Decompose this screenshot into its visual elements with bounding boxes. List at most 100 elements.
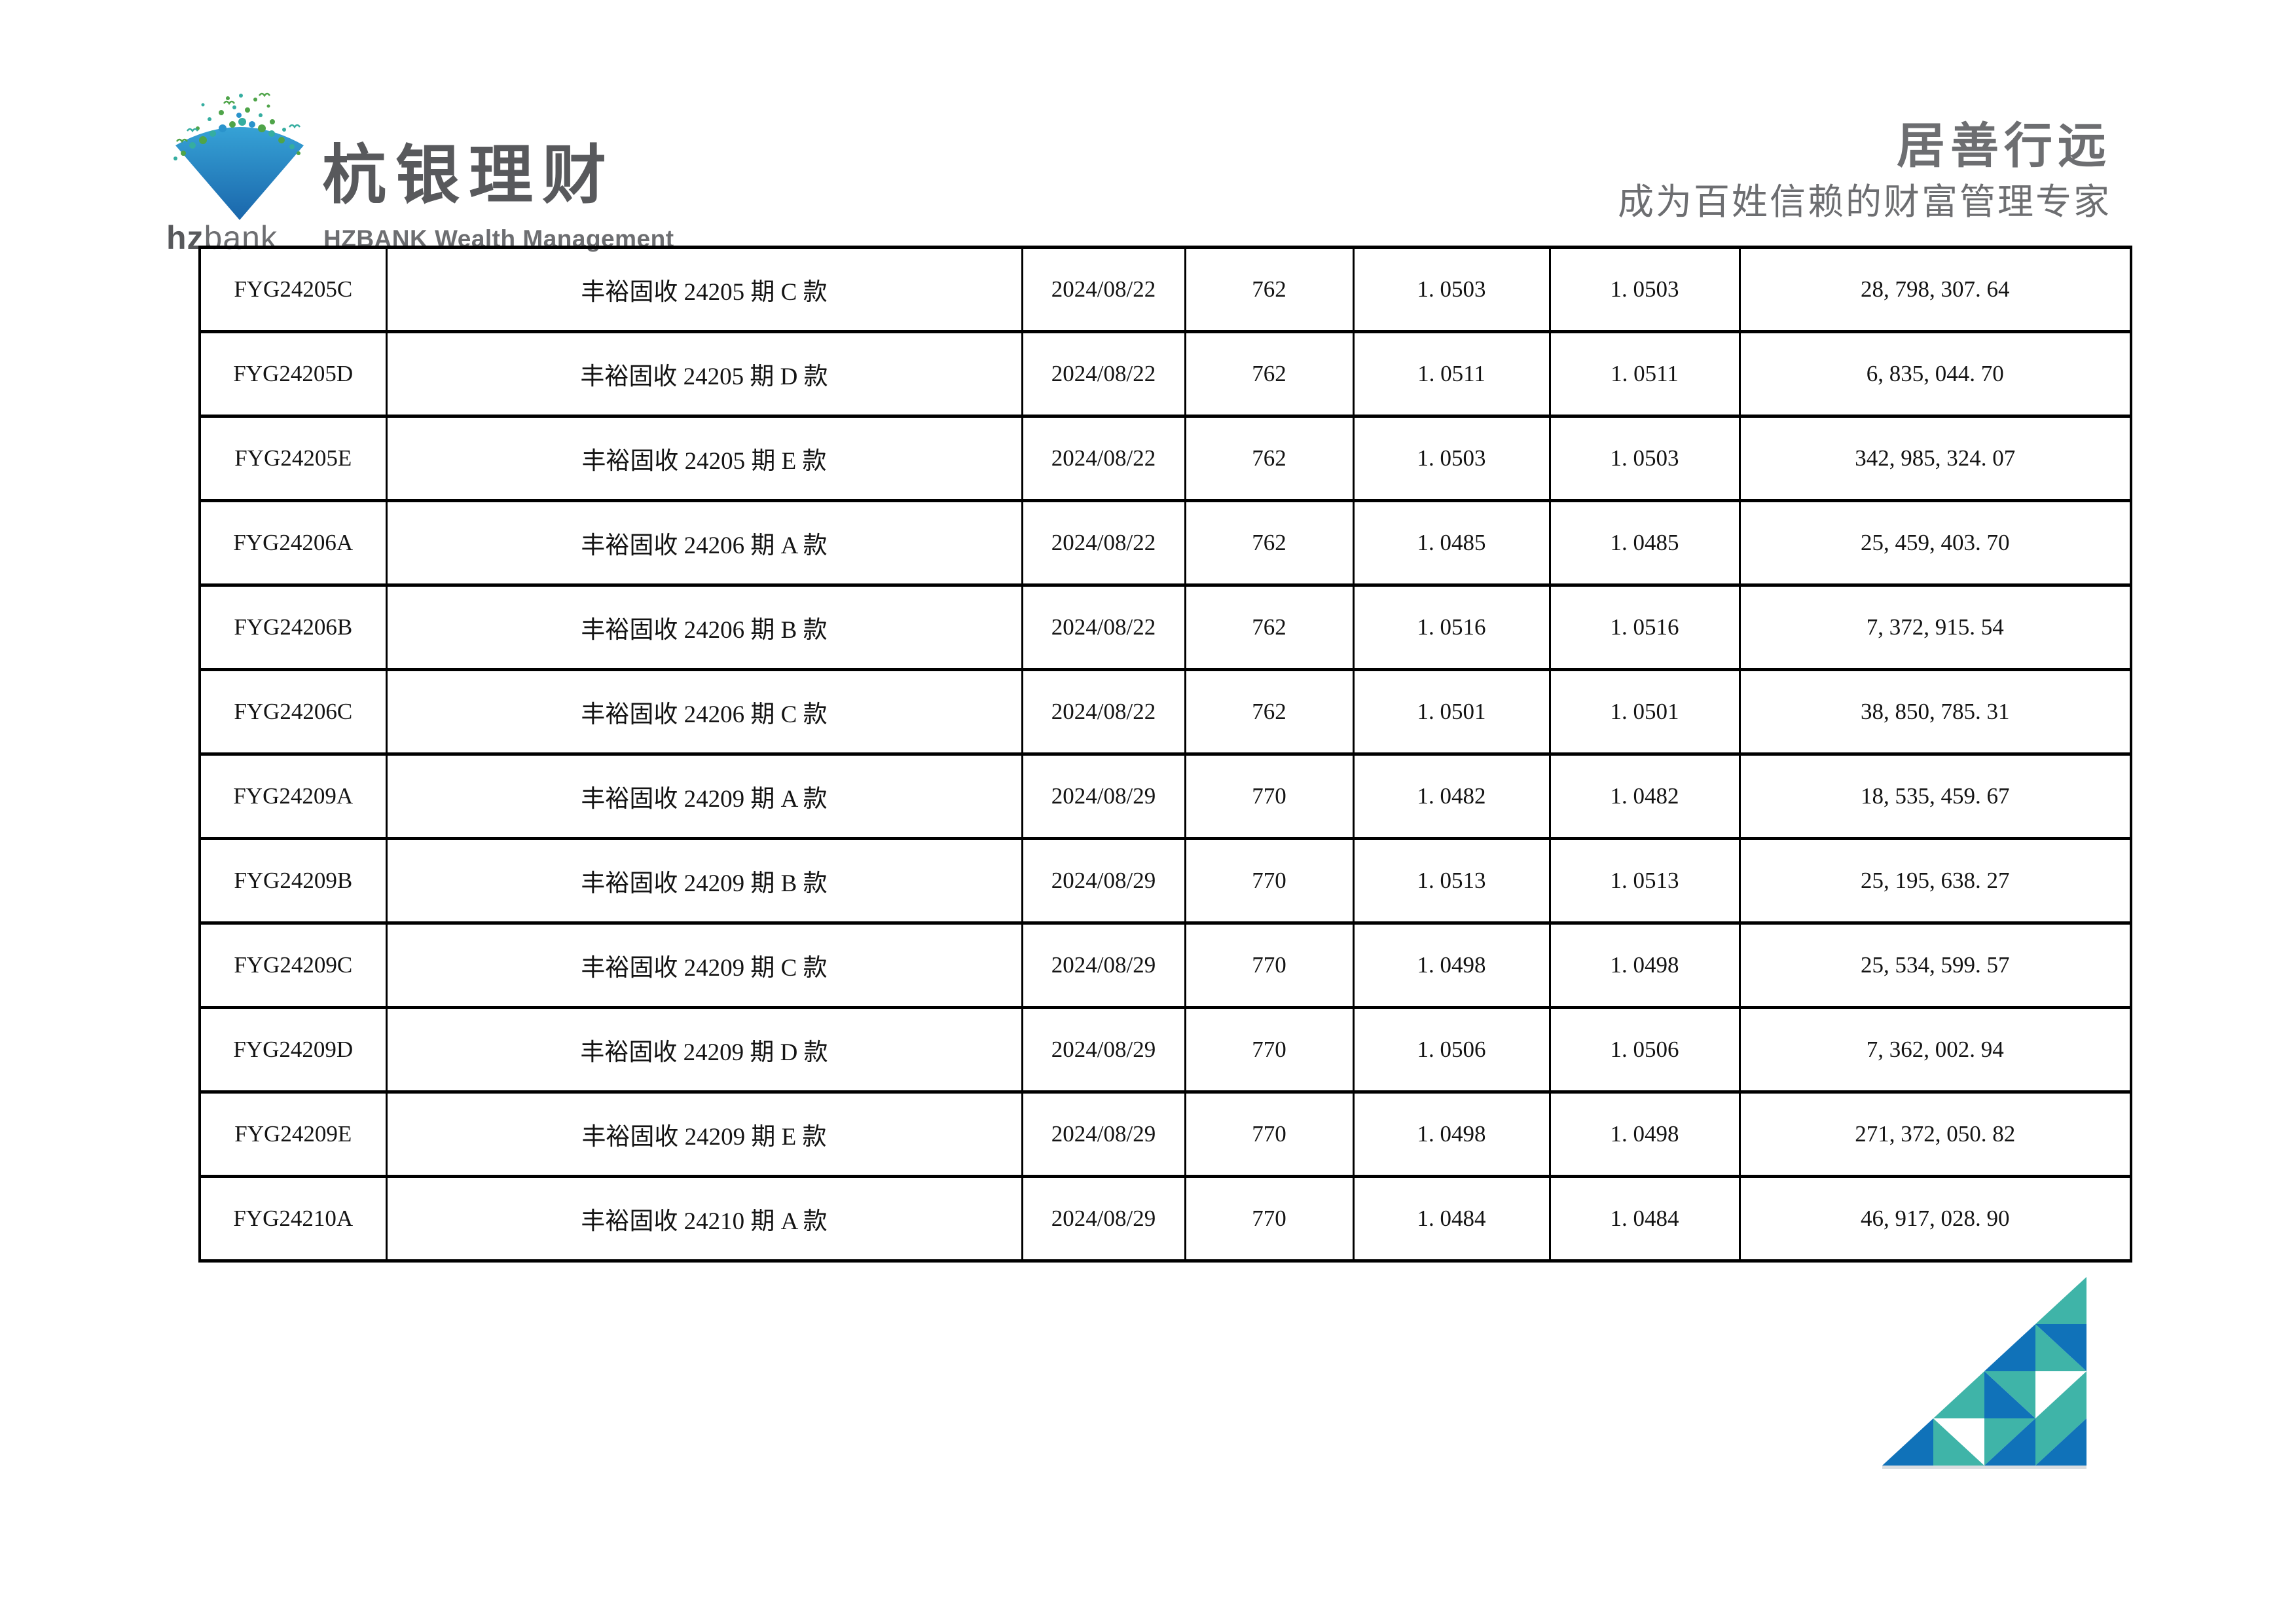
- cell-cum_nav: 1. 0503: [1548, 246, 1741, 333]
- table-row: FYG24210A 丰裕固收 24210 期 A 款 2024/08/29 770 1.…: [198, 1175, 2132, 1263]
- cell-code: FYG24209E: [198, 1090, 388, 1178]
- cell-code: FYG24209D: [198, 1006, 388, 1094]
- cell-nav: 1. 0498: [1352, 921, 1551, 1009]
- cell-cum_nav: 1. 0498: [1548, 1090, 1741, 1178]
- cell-num: 770: [1184, 752, 1355, 840]
- cell-nav: 1. 0503: [1352, 246, 1551, 333]
- cell-num: 762: [1184, 330, 1355, 418]
- cell-code: FYG24209C: [198, 921, 388, 1009]
- cell-cum_nav: 1. 0516: [1548, 583, 1741, 671]
- cell-name: 丰裕固收 24209 期 A 款: [385, 752, 1023, 840]
- table-row: FYG24206B 丰裕固收 24206 期 B 款 2024/08/22 762 1.…: [198, 583, 2132, 671]
- cell-amount: 25, 195, 638. 27: [1738, 837, 2132, 925]
- cell-num: 762: [1184, 415, 1355, 502]
- table-row: FYG24206A 丰裕固收 24206 期 A 款 2024/08/22 762 1.…: [198, 499, 2132, 587]
- hzbank-logo-splash-icon: [173, 92, 304, 220]
- cell-amount: 7, 372, 915. 54: [1738, 583, 2132, 671]
- cell-name: 丰裕固收 24206 期 A 款: [385, 499, 1023, 587]
- cell-nav: 1. 0513: [1352, 837, 1551, 925]
- cell-name: 丰裕固收 24205 期 C 款: [385, 246, 1023, 333]
- cell-amount: 6, 835, 044. 70: [1738, 330, 2132, 418]
- cell-name: 丰裕固收 24206 期 C 款: [385, 668, 1023, 756]
- triangle-mosaic: [1882, 1277, 2086, 1469]
- cell-cum_nav: 1. 0482: [1548, 752, 1741, 840]
- table-row: FYG24209B 丰裕固收 24209 期 B 款 2024/08/29 770 1.…: [198, 837, 2132, 925]
- cell-cum_nav: 1. 0498: [1548, 921, 1741, 1009]
- cell-cum_nav: 1. 0506: [1548, 1006, 1741, 1094]
- cell-date: 2024/08/22: [1021, 583, 1186, 671]
- cell-cum_nav: 1. 0501: [1548, 668, 1741, 756]
- cell-name: 丰裕固收 24206 期 B 款: [385, 583, 1023, 671]
- cell-num: 770: [1184, 921, 1355, 1009]
- cell-date: 2024/08/22: [1021, 499, 1186, 587]
- cell-name: 丰裕固收 24209 期 E 款: [385, 1090, 1023, 1178]
- cell-cum_nav: 1. 0484: [1548, 1175, 1741, 1263]
- cell-date: 2024/08/29: [1021, 1006, 1186, 1094]
- triangle-baseline: [1882, 1466, 2086, 1469]
- corner-triangle-logo: [1882, 1277, 2086, 1469]
- cell-code: FYG24205C: [198, 246, 388, 333]
- cell-nav: 1. 0501: [1352, 668, 1551, 756]
- cell-amount: 342, 985, 324. 07: [1738, 415, 2132, 502]
- cell-cum_nav: 1. 0485: [1548, 499, 1741, 587]
- cell-date: 2024/08/29: [1021, 1090, 1186, 1178]
- cell-nav: 1. 0484: [1352, 1175, 1551, 1263]
- nav-table: FYG24205C 丰裕固收 24205 期 C 款 2024/08/22 762 1.…: [198, 246, 2132, 1263]
- cell-name: 丰裕固收 24209 期 B 款: [385, 837, 1023, 925]
- cell-nav: 1. 0506: [1352, 1006, 1551, 1094]
- cell-name: 丰裕固收 24210 期 A 款: [385, 1175, 1023, 1263]
- table-row: FYG24205D 丰裕固收 24205 期 D 款 2024/08/22 762 1.…: [198, 330, 2132, 418]
- cell-date: 2024/08/29: [1021, 752, 1186, 840]
- cell-num: 762: [1184, 499, 1355, 587]
- cell-num: 762: [1184, 583, 1355, 671]
- table-row: FYG24209E 丰裕固收 24209 期 E 款 2024/08/29 770 1.…: [198, 1090, 2132, 1178]
- slogan-sub: 成为百姓信赖的财富管理专家: [1617, 181, 2111, 222]
- cell-cum_nav: 1. 0511: [1548, 330, 1741, 418]
- slogan-main: 居善行远: [1897, 119, 2111, 173]
- cell-cum_nav: 1. 0503: [1548, 415, 1741, 502]
- cell-code: FYG24205E: [198, 415, 388, 502]
- cell-code: FYG24206B: [198, 583, 388, 671]
- brand-name-cjk: 杭银理财: [322, 139, 616, 211]
- cell-amount: 38, 850, 785. 31: [1738, 668, 2132, 756]
- cell-cum_nav: 1. 0513: [1548, 837, 1741, 925]
- cell-nav: 1. 0516: [1352, 583, 1551, 671]
- table-row: FYG24209C 丰裕固收 24209 期 C 款 2024/08/29 770 1.…: [198, 921, 2132, 1009]
- cell-name: 丰裕固收 24209 期 C 款: [385, 921, 1023, 1009]
- cell-nav: 1. 0485: [1352, 499, 1551, 587]
- cell-num: 770: [1184, 837, 1355, 925]
- header-slogan: 居善行远 成为百姓信赖的财富管理专家: [1618, 120, 2111, 221]
- table-row: FYG24205C 丰裕固收 24205 期 C 款 2024/08/22 762 1.…: [198, 246, 2132, 333]
- cell-nav: 1. 0482: [1352, 752, 1551, 840]
- cell-code: FYG24209B: [198, 837, 388, 925]
- cell-amount: 28, 798, 307. 64: [1738, 246, 2132, 333]
- cell-date: 2024/08/22: [1021, 246, 1186, 333]
- cell-amount: 271, 372, 050. 82: [1738, 1090, 2132, 1178]
- nav-table-body: FYG24205C 丰裕固收 24205 期 C 款 2024/08/22 762 1.…: [198, 246, 2132, 1263]
- cell-name: 丰裕固收 24205 期 D 款: [385, 330, 1023, 418]
- cell-num: 762: [1184, 668, 1355, 756]
- cell-nav: 1. 0503: [1352, 415, 1551, 502]
- logo-splash-specks: [173, 92, 301, 160]
- cell-code: FYG24205D: [198, 330, 388, 418]
- cell-amount: 7, 362, 002. 94: [1738, 1006, 2132, 1094]
- cell-nav: 1. 0498: [1352, 1090, 1551, 1178]
- cell-name: 丰裕固收 24205 期 E 款: [385, 415, 1023, 502]
- table-row: FYG24205E 丰裕固收 24205 期 E 款 2024/08/22 762 1.…: [198, 415, 2132, 502]
- cell-date: 2024/08/22: [1021, 330, 1186, 418]
- table-row: FYG24209D 丰裕固收 24209 期 D 款 2024/08/29 770 1.…: [198, 1006, 2132, 1094]
- cell-date: 2024/08/22: [1021, 415, 1186, 502]
- cell-amount: 25, 459, 403. 70: [1738, 499, 2132, 587]
- cell-name: 丰裕固收 24209 期 D 款: [385, 1006, 1023, 1094]
- cell-amount: 18, 535, 459. 67: [1738, 752, 2132, 840]
- cell-date: 2024/08/29: [1021, 1175, 1186, 1263]
- cell-num: 770: [1184, 1006, 1355, 1094]
- hzbank-wordmark-hz: hz: [166, 219, 204, 256]
- cell-nav: 1. 0511: [1352, 330, 1551, 418]
- cell-date: 2024/08/22: [1021, 668, 1186, 756]
- logo-diamond: [175, 127, 304, 220]
- cell-code: FYG24206A: [198, 499, 388, 587]
- cell-date: 2024/08/29: [1021, 921, 1186, 1009]
- table-row: FYG24209A 丰裕固收 24209 期 A 款 2024/08/29 770 1.…: [198, 752, 2132, 840]
